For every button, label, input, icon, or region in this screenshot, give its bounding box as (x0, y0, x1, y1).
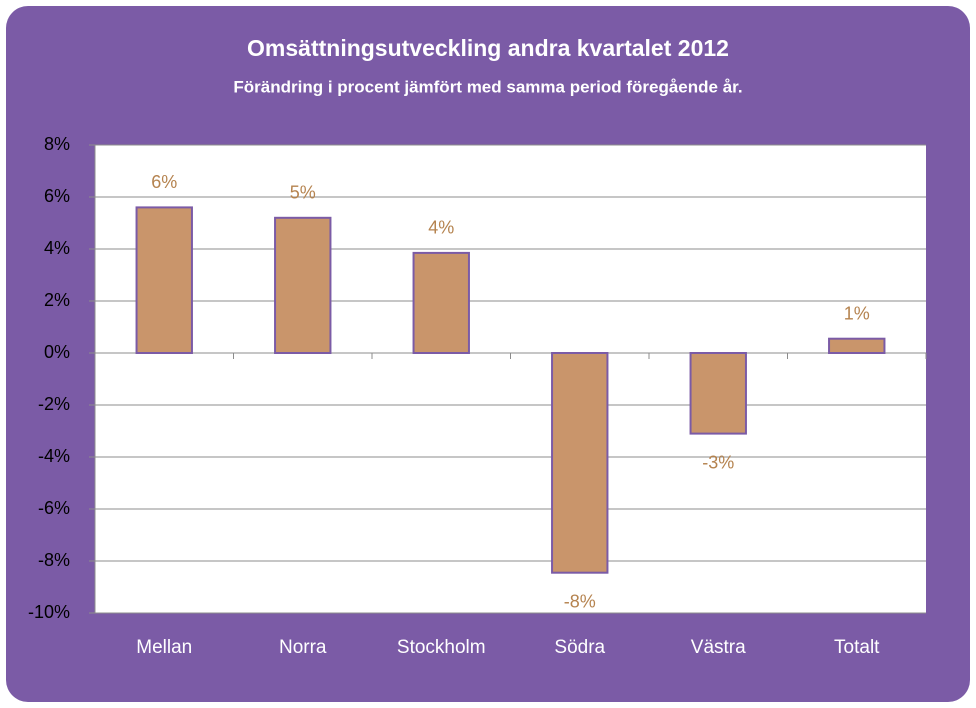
data-label: 6% (151, 172, 177, 192)
y-tick-label: 8% (44, 134, 70, 154)
y-tick-label: -10% (28, 602, 70, 622)
plot-area (95, 145, 926, 613)
y-tick-label: -6% (38, 498, 70, 518)
x-tick-label: Västra (691, 637, 746, 658)
x-tick-label: Stockholm (397, 637, 486, 658)
y-tick-label: 6% (44, 186, 70, 206)
data-label: 5% (290, 183, 316, 203)
bar (412, 251, 470, 354)
y-tick-label: -2% (38, 394, 70, 414)
y-tick-label: 2% (44, 290, 70, 310)
x-tick-label: Norra (279, 637, 327, 658)
x-tick-label: Södra (554, 637, 605, 658)
y-tick-label: -8% (38, 550, 70, 570)
bar (135, 206, 193, 354)
y-tick-label: 4% (44, 238, 70, 258)
y-tick-label: 0% (44, 342, 70, 362)
chart-subtitle: Förändring i procent jämfört med samma p… (233, 77, 742, 96)
data-label: 1% (844, 303, 870, 323)
x-tick-label: Totalt (834, 637, 880, 658)
data-label: 4% (428, 218, 454, 238)
data-label: -8% (564, 591, 596, 611)
bar (689, 352, 747, 435)
bar (828, 337, 886, 355)
x-tick-label: Mellan (136, 637, 192, 658)
y-tick-label: -4% (38, 446, 70, 466)
data-label: -3% (702, 452, 734, 472)
bar (551, 352, 609, 574)
bar (274, 216, 332, 354)
chart-title: Omsättningsutveckling andra kvartalet 20… (247, 35, 729, 61)
